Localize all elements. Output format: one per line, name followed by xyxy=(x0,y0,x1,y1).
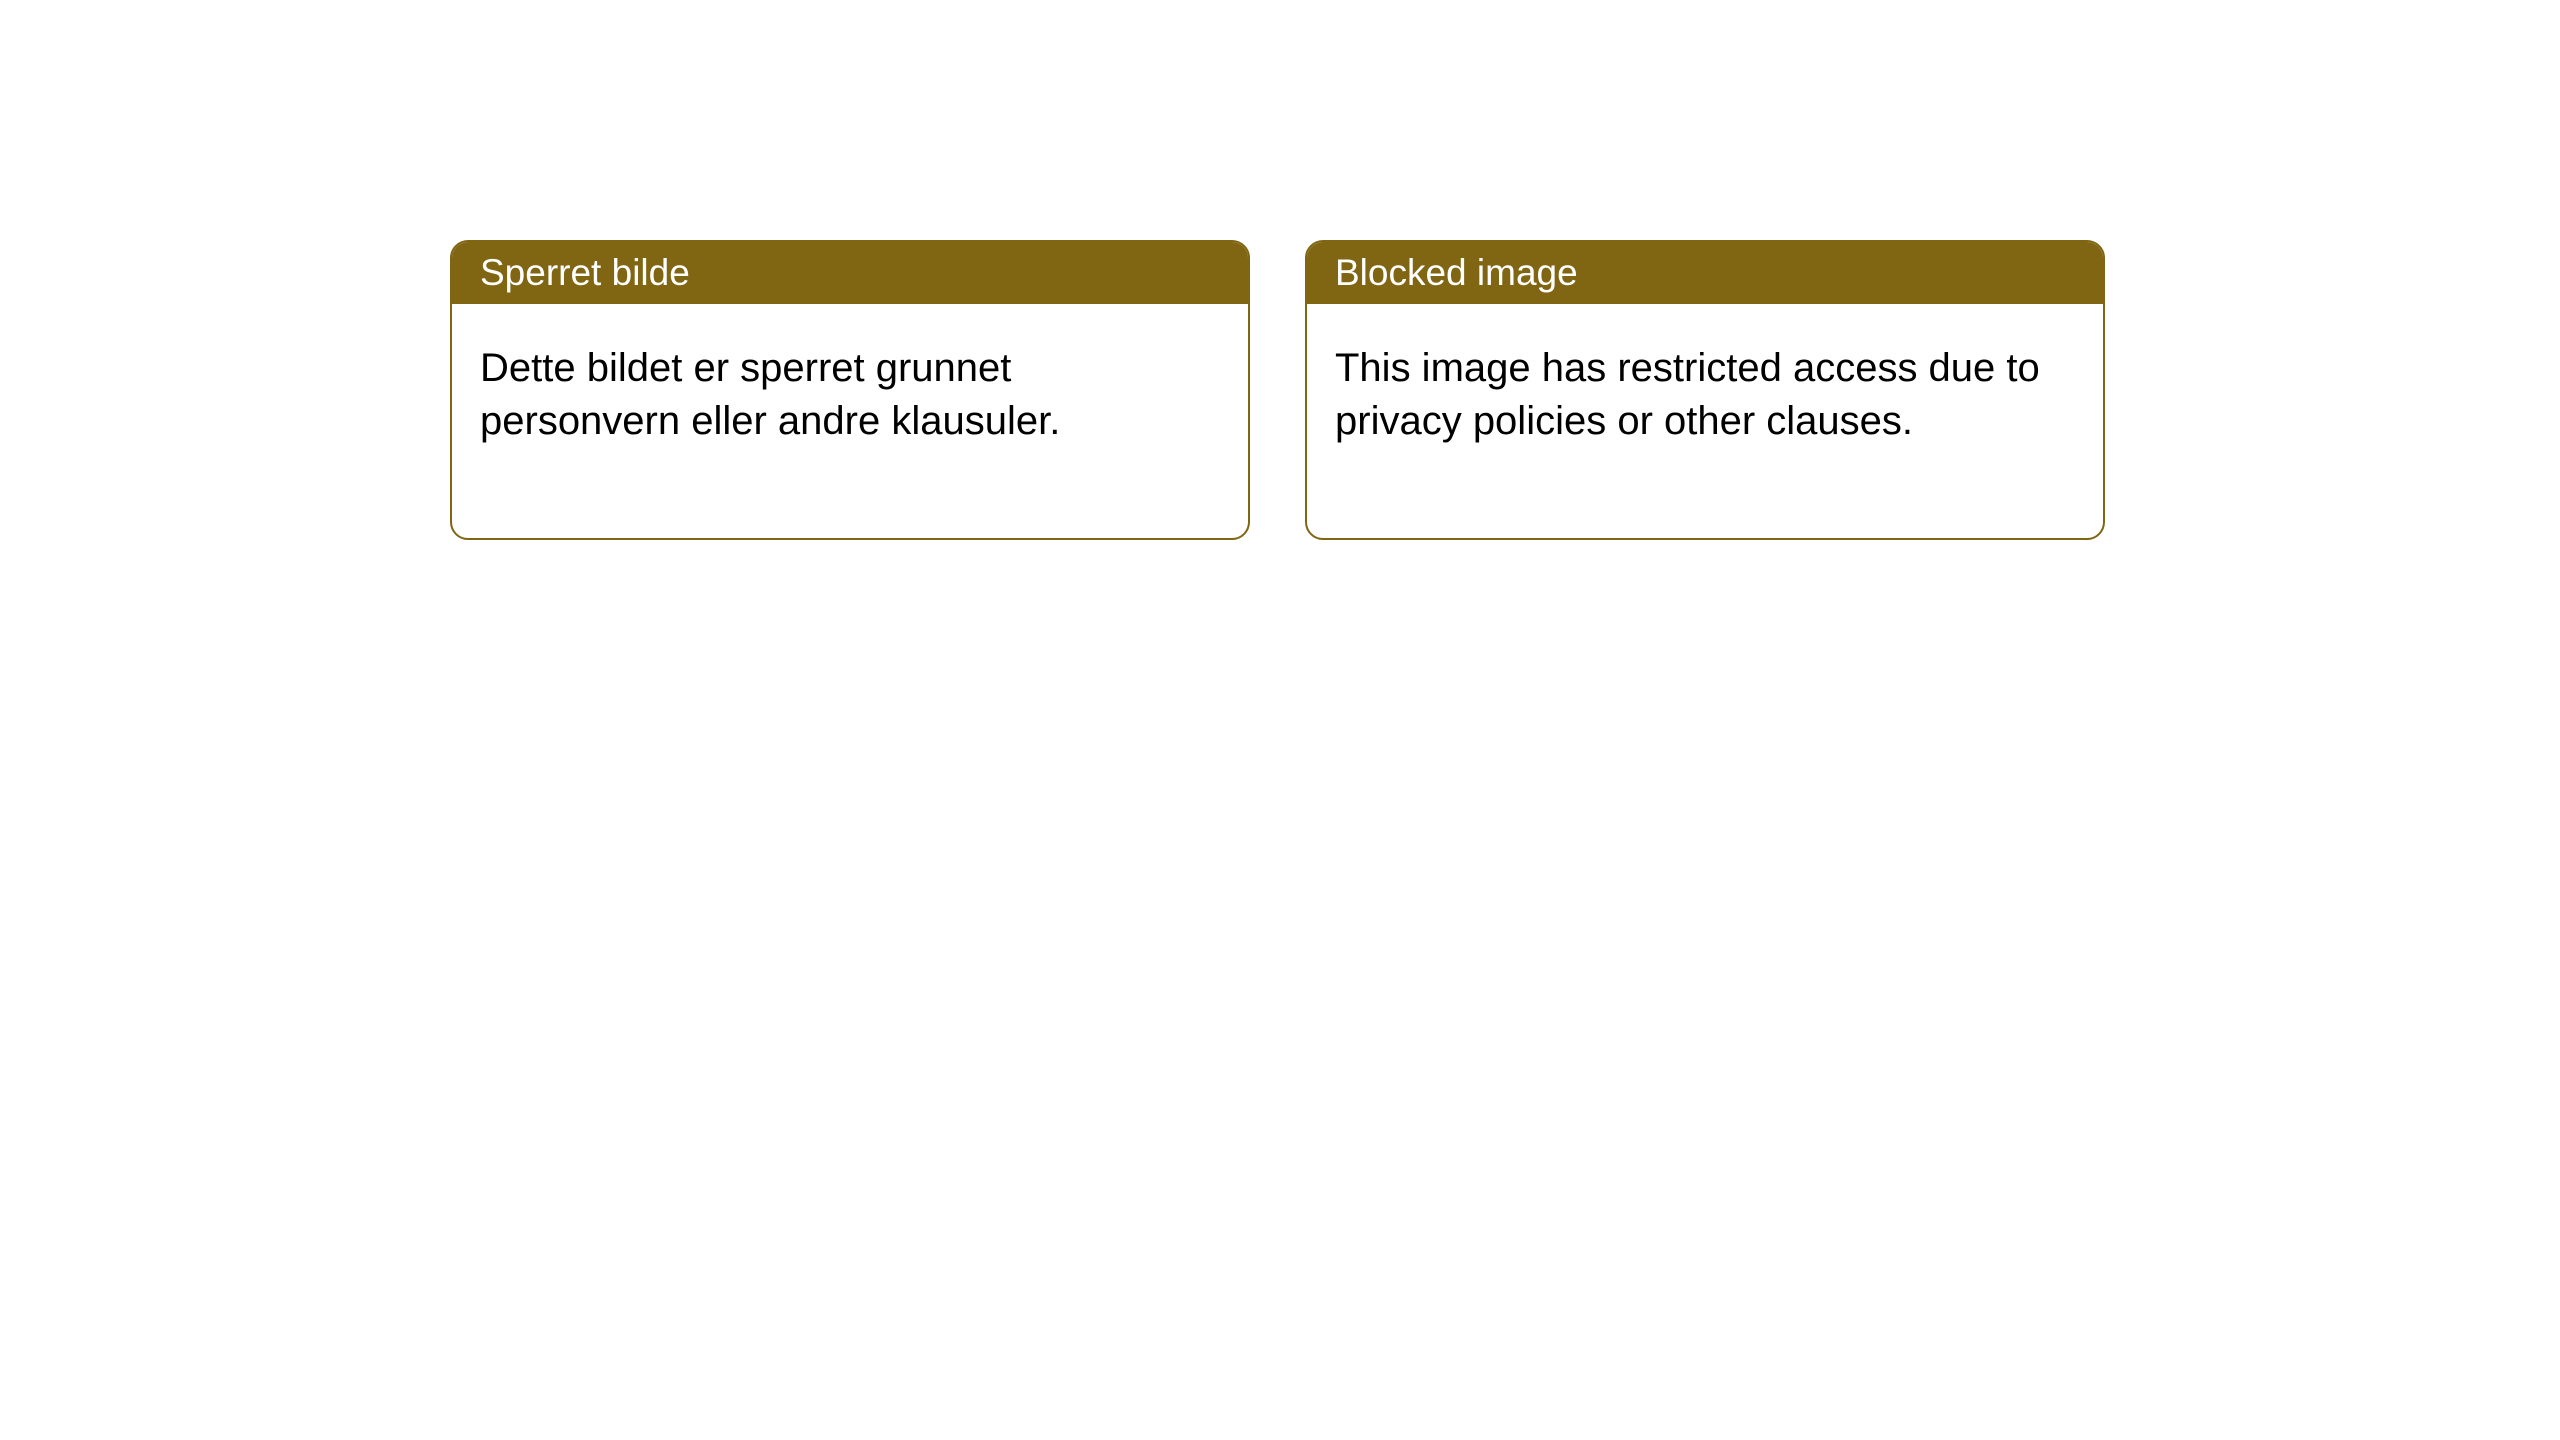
notice-cards-container: Sperret bilde Dette bildet er sperret gr… xyxy=(450,240,2560,540)
notice-card-header: Blocked image xyxy=(1307,242,2103,304)
notice-card-body: Dette bildet er sperret grunnet personve… xyxy=(452,304,1248,538)
notice-card-title: Blocked image xyxy=(1335,252,1578,293)
notice-card-title: Sperret bilde xyxy=(480,252,690,293)
notice-card-header: Sperret bilde xyxy=(452,242,1248,304)
notice-card-norwegian: Sperret bilde Dette bildet er sperret gr… xyxy=(450,240,1250,540)
notice-card-message: Dette bildet er sperret grunnet personve… xyxy=(480,346,1060,443)
notice-card-english: Blocked image This image has restricted … xyxy=(1305,240,2105,540)
notice-card-message: This image has restricted access due to … xyxy=(1335,346,2040,443)
notice-card-body: This image has restricted access due to … xyxy=(1307,304,2103,538)
